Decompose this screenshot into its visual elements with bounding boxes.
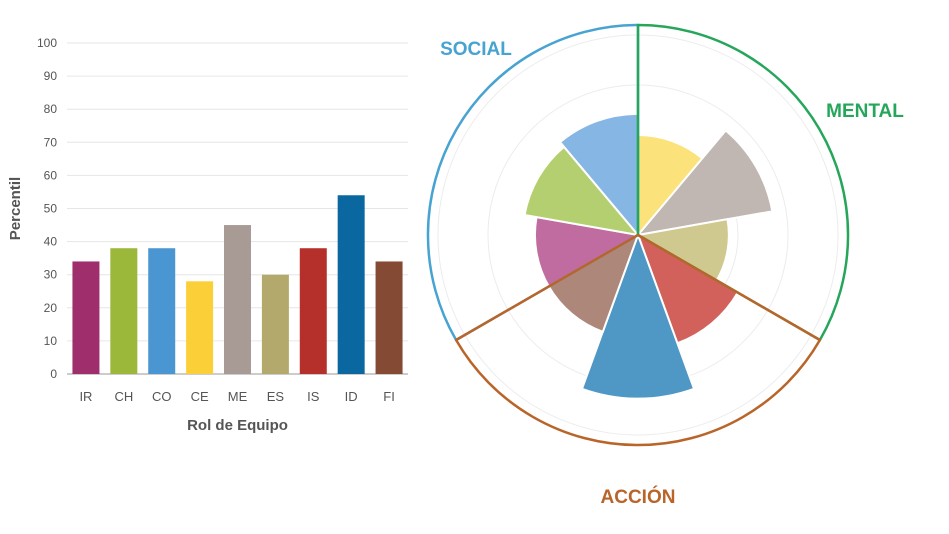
bar-ir (72, 261, 100, 374)
group-label-mental: MENTAL (826, 101, 904, 122)
y-tick-label: 80 (44, 102, 58, 116)
y-tick-label: 100 (37, 36, 57, 50)
y-tick-label: 40 (44, 235, 58, 249)
y-tick-label: 70 (44, 135, 58, 149)
y-tick-label: 20 (44, 301, 58, 315)
wedge-is (636, 232, 740, 345)
group-outline-mental (636, 23, 850, 342)
wedge-fi (547, 232, 640, 334)
x-tick-label: IS (307, 389, 320, 404)
y-tick-label: 50 (44, 202, 58, 216)
x-tick-label: CO (152, 389, 172, 404)
bar-ch (110, 248, 138, 374)
x-tick-label: IR (79, 389, 92, 404)
bar-fi (375, 261, 403, 374)
x-axis-title: Rol de Equipo (187, 417, 288, 434)
bar-es (261, 274, 289, 374)
x-tick-label: CE (191, 389, 209, 404)
y-tick-label: 30 (44, 268, 58, 282)
y-tick-label: 60 (44, 168, 58, 182)
wedge-co (558, 112, 639, 238)
x-tick-label: ES (267, 389, 285, 404)
y-axis-title: Percentil (7, 177, 24, 240)
bar-ce (186, 281, 214, 374)
x-tick-label: ID (345, 389, 358, 404)
bar-is (299, 248, 327, 374)
x-tick-label: CH (114, 389, 133, 404)
bar-chart: 0 10 20 30 40 50 60 70 80 90 100 IR CH CO CE ME ES IS ID FI… (7, 36, 408, 434)
x-tick-label: ME (228, 389, 248, 404)
wedge-id (580, 232, 696, 400)
group-outline-social (426, 23, 640, 342)
wedge-ir (533, 215, 641, 288)
bar-co (148, 248, 176, 374)
y-tick-label: 90 (44, 69, 58, 83)
bar-me (224, 225, 251, 374)
group-label-social: SOCIAL (440, 39, 512, 60)
y-tick-label: 0 (50, 367, 57, 381)
wedge-ch (523, 145, 641, 237)
x-tick-label: FI (383, 389, 395, 404)
wedge-me (635, 129, 774, 237)
y-tick-label: 10 (44, 334, 58, 348)
bar-id (337, 195, 365, 374)
group-label-accion: ACCIÓN (601, 486, 676, 508)
group-outline-accion (454, 233, 822, 447)
wedge-ce (637, 133, 704, 238)
